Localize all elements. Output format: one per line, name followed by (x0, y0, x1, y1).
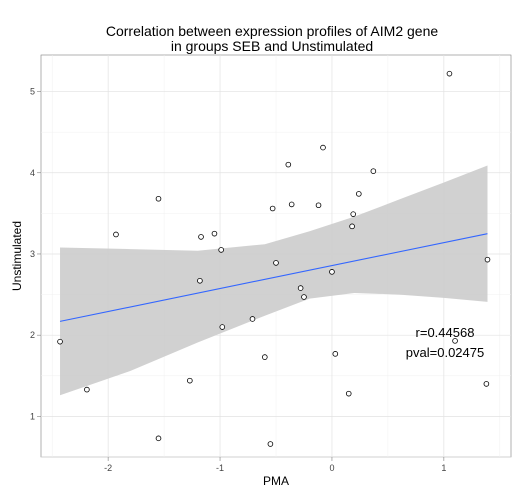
data-point (197, 277, 203, 284)
data-point (269, 205, 276, 212)
data-point (267, 441, 274, 447)
data-point (301, 294, 307, 300)
x-tick-label: -1 (216, 463, 224, 473)
x-tick-label: -2 (104, 463, 112, 473)
data-point (155, 195, 162, 202)
data-point (249, 316, 256, 322)
chart-subtitle: in groups SEB and Unstimulated (171, 38, 373, 54)
data-point (484, 256, 491, 263)
data-point (320, 144, 326, 151)
annotation-pval: pval=0.02475 (406, 345, 484, 360)
data-point (315, 202, 322, 209)
data-points (57, 70, 491, 447)
data-point (349, 223, 355, 230)
confidence-band (60, 165, 488, 396)
data-point (155, 435, 162, 442)
data-point (297, 285, 304, 291)
regression-line (59, 233, 488, 322)
data-point (113, 231, 119, 238)
y-tick-label: 4 (30, 168, 35, 178)
data-point (370, 168, 377, 174)
y-tick-label: 1 (30, 411, 35, 421)
data-point (218, 247, 224, 253)
data-point (452, 338, 458, 344)
x-tick-label: 1 (441, 463, 446, 473)
x-tick-label: 0 (329, 463, 334, 473)
data-point (345, 390, 352, 397)
grid-minor (41, 55, 511, 458)
y-tick-label: 5 (30, 87, 35, 97)
y-tick-label: 3 (30, 249, 35, 259)
y-tick-label: 2 (30, 330, 35, 340)
chart-title: Correlation between expression profiles … (106, 23, 439, 39)
data-point (57, 338, 63, 345)
data-point (285, 161, 292, 168)
data-point (219, 324, 226, 330)
y-axis-ticks: 1 2 3 4 5 (30, 87, 41, 421)
data-point (211, 230, 218, 237)
data-point (262, 354, 268, 360)
data-point (329, 269, 335, 275)
x-axis-title: PMA (263, 474, 289, 488)
data-point (332, 351, 339, 357)
data-point (288, 201, 295, 208)
data-point (356, 191, 362, 197)
annotation-r: r=0.44568 (416, 325, 475, 340)
data-point (198, 234, 204, 240)
data-point (273, 260, 279, 266)
x-axis-ticks: -2 -1 0 1 (104, 457, 446, 473)
data-point (446, 70, 453, 77)
y-axis-title: Unstimulated (10, 221, 24, 291)
data-point (350, 211, 357, 217)
data-point (483, 381, 490, 387)
data-point (187, 377, 193, 384)
data-point (84, 386, 90, 393)
